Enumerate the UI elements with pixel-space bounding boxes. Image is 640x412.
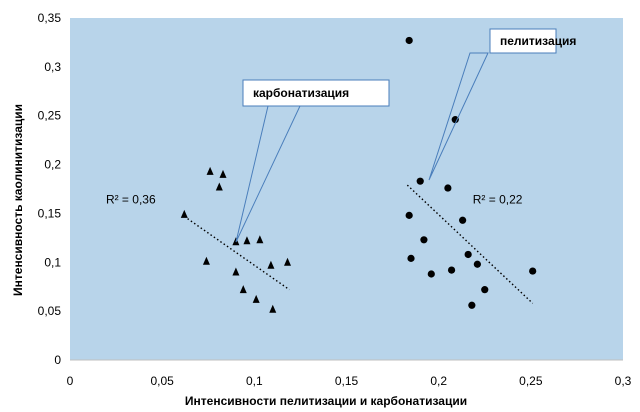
circle-marker [420, 236, 428, 244]
x-tick-label: 0,05 [150, 374, 174, 388]
triangle-marker [243, 236, 251, 245]
x-tick-label: 0,15 [335, 374, 359, 388]
triangle-marker [206, 166, 214, 175]
callout-box [242, 79, 390, 107]
x-tick-label: 0,2 [430, 374, 447, 388]
triangle-marker [232, 267, 240, 276]
triangle-marker [256, 235, 264, 244]
circle-marker [407, 254, 415, 262]
callout-label: карбонатизация [253, 86, 349, 100]
x-tick-label: 0 [67, 374, 74, 388]
triangle-marker [267, 260, 275, 269]
triangle-marker [180, 209, 188, 218]
circle-marker [464, 250, 472, 259]
circle-marker [529, 267, 537, 275]
x-tick-label: 0,25 [519, 374, 543, 388]
circle-marker [427, 270, 435, 278]
trendlines [183, 184, 534, 304]
r-squared-label: R² = 0,22 [473, 193, 523, 207]
y-tick-label: 0,05 [38, 304, 62, 318]
triangle-marker [269, 304, 277, 313]
y-tick-label: 0,1 [44, 255, 61, 269]
x-axis-title: Интенсивности пелитизации и карбонатизац… [185, 394, 467, 408]
triangle-marker [215, 182, 223, 191]
data-markers [180, 36, 537, 313]
circle-marker [447, 266, 456, 274]
triangle-marker [239, 285, 247, 294]
circle-marker [451, 116, 459, 124]
x-tick-label: 0,1 [246, 374, 263, 388]
y-tick-label: 0,25 [38, 109, 62, 123]
y-tick-label: 0,15 [38, 206, 62, 220]
callout-label: пелитизация [500, 34, 576, 48]
circle-marker [481, 286, 489, 294]
circle-marker [405, 36, 413, 45]
x-axis-ticks: 0 0,05 0,1 0,15 0,2 0,25 0,3 [67, 374, 632, 388]
y-axis-ticks: 0 0,05 0,1 0,15 0,2 0,25 0,3 0,35 [38, 11, 62, 367]
circle-marker [473, 260, 481, 268]
y-axis-title: Интенсивность каолинитизации [11, 104, 25, 296]
circle-marker [468, 301, 476, 309]
r-squared-label: R² = 0,36 [106, 193, 156, 207]
y-tick-label: 0,2 [44, 158, 61, 172]
triangle-marker [284, 257, 292, 266]
circle-marker [444, 184, 452, 192]
circle-marker [459, 216, 467, 224]
circle-marker [416, 177, 424, 185]
y-tick-label: 0,35 [38, 11, 62, 25]
trendline [406, 184, 534, 304]
trendline [183, 215, 290, 291]
y-tick-label: 0,3 [44, 60, 61, 74]
callouts: карбонатизация пелитизация [235, 28, 576, 243]
circle-marker [405, 211, 413, 219]
callout-box [489, 28, 557, 54]
y-tick-label: 0 [54, 353, 61, 367]
callout-pointer [428, 52, 489, 181]
r-squared-labels: R² = 0,36 R² = 0,22 [106, 193, 523, 207]
plot-area [70, 18, 623, 360]
triangle-marker [219, 169, 227, 178]
x-tick-label: 0,3 [615, 374, 632, 388]
triangle-marker [202, 256, 210, 265]
triangle-marker [252, 294, 260, 303]
